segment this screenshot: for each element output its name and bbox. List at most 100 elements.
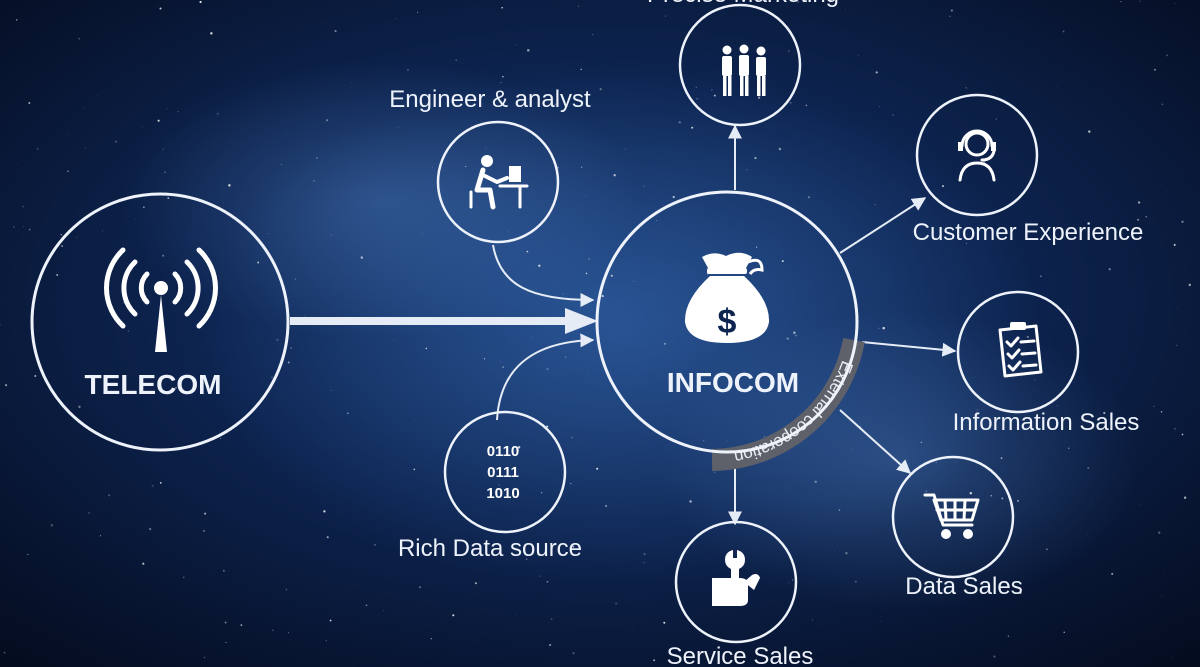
star <box>500 82 502 83</box>
customer-experience-connector <box>839 197 927 254</box>
star <box>517 446 521 449</box>
star <box>1165 54 1169 57</box>
star <box>228 184 231 187</box>
star <box>203 656 206 659</box>
star <box>852 449 853 450</box>
star <box>272 629 274 631</box>
star <box>656 220 657 221</box>
star <box>578 5 579 7</box>
star <box>1160 411 1163 413</box>
precise-marketing-node: Precise Marketing <box>647 0 839 127</box>
star <box>418 586 422 589</box>
star <box>990 494 993 497</box>
star <box>1065 229 1067 231</box>
star <box>137 146 139 148</box>
star <box>713 471 716 474</box>
nebula-glow-left <box>120 60 640 340</box>
star <box>756 246 758 248</box>
star <box>1019 591 1022 594</box>
star <box>430 638 432 640</box>
star <box>633 280 635 282</box>
star <box>239 351 241 353</box>
information-sales-label: Information Sales <box>953 409 1140 436</box>
star <box>763 436 765 438</box>
star <box>954 461 956 463</box>
star <box>515 44 517 46</box>
star <box>1088 130 1091 133</box>
star <box>664 15 667 17</box>
star <box>56 274 59 276</box>
star <box>571 436 573 439</box>
star <box>203 530 205 532</box>
star <box>875 71 878 74</box>
star <box>788 50 790 52</box>
star <box>28 102 31 104</box>
star <box>1173 243 1176 246</box>
star <box>1161 595 1163 597</box>
star <box>88 512 91 514</box>
star <box>706 273 708 275</box>
star <box>625 148 627 150</box>
star <box>99 535 102 537</box>
star <box>546 580 549 583</box>
star <box>778 147 782 151</box>
star <box>527 49 530 52</box>
star <box>290 347 293 349</box>
star <box>22 205 24 208</box>
star <box>588 258 590 260</box>
star <box>199 0 202 4</box>
star <box>288 632 290 634</box>
service-sales-label: Service Sales <box>667 643 814 667</box>
star <box>949 15 951 18</box>
star <box>525 558 528 560</box>
star <box>935 461 937 463</box>
star <box>276 338 279 342</box>
star <box>702 440 705 442</box>
star <box>541 492 543 494</box>
data-sales-connector <box>839 409 912 474</box>
clipboard-checklist-icon <box>998 322 1043 378</box>
star <box>323 510 326 513</box>
star <box>0 324 1 326</box>
infocom-label: INFOCOM <box>667 367 799 398</box>
star <box>360 256 363 259</box>
star <box>223 570 225 572</box>
star <box>546 367 549 371</box>
star <box>502 366 505 369</box>
rich-data-connector <box>496 333 595 421</box>
star <box>791 579 793 581</box>
star <box>653 659 655 662</box>
star <box>592 34 594 36</box>
star <box>351 82 352 83</box>
star <box>406 68 409 71</box>
star <box>1154 69 1156 71</box>
star <box>374 544 376 546</box>
star <box>3 651 6 654</box>
star <box>157 119 160 122</box>
star <box>417 11 419 13</box>
telecom-label: TELECOM <box>85 369 222 400</box>
information-sales-node: Information Sales <box>953 290 1140 436</box>
customer-experience-node: Customer Experience <box>913 93 1143 246</box>
star <box>413 468 416 471</box>
star <box>786 337 789 340</box>
star <box>280 163 283 165</box>
star <box>313 180 315 182</box>
infocom-node: $ INFOCOM <box>595 190 859 454</box>
star <box>15 163 17 164</box>
star <box>224 621 227 624</box>
star <box>689 500 692 503</box>
star <box>920 441 923 444</box>
star <box>633 628 634 630</box>
star <box>27 553 29 555</box>
star <box>855 581 857 583</box>
engineer-connector <box>492 244 595 307</box>
star <box>585 272 588 275</box>
star <box>68 133 70 135</box>
star <box>325 119 329 122</box>
star <box>1031 537 1032 539</box>
star <box>614 602 618 605</box>
telecom-to-infocom-arrow <box>290 308 598 334</box>
star <box>474 582 477 585</box>
star <box>1174 3 1176 4</box>
